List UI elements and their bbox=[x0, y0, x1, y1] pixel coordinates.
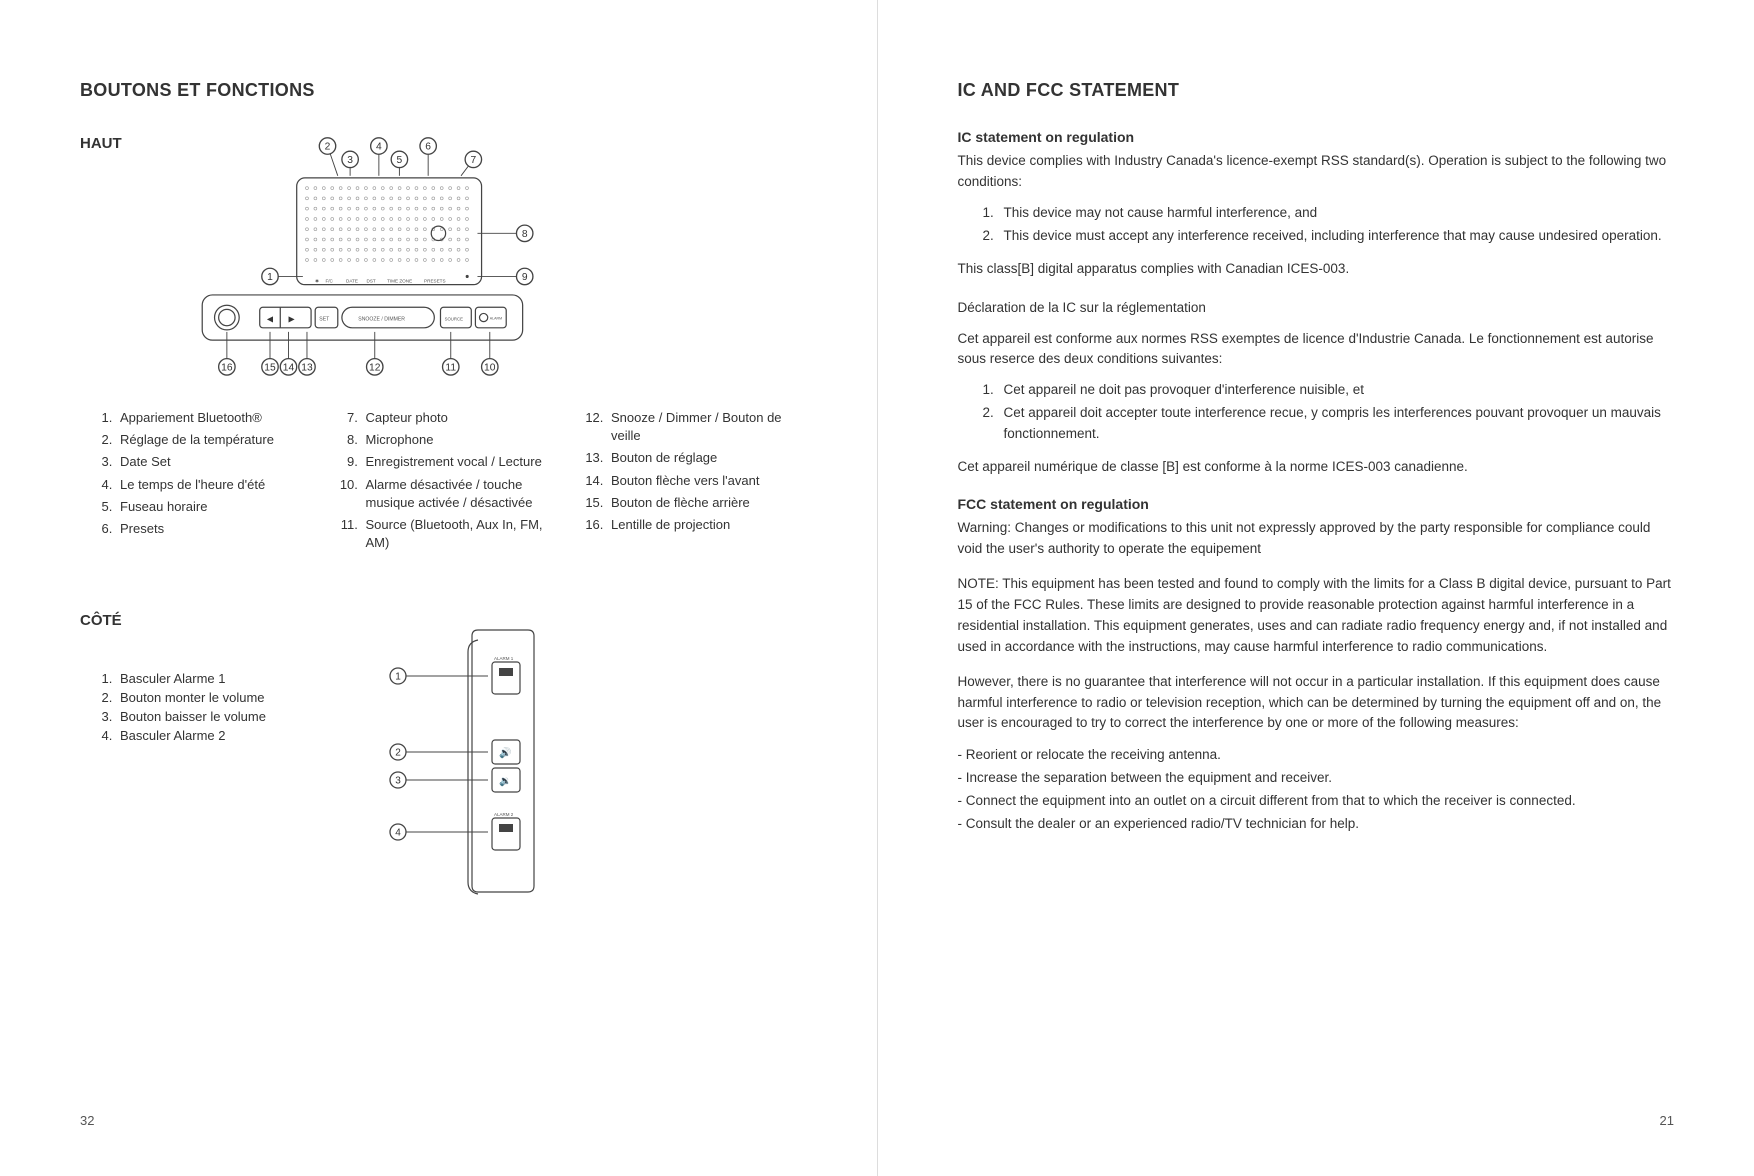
svg-text:TIME ZONE: TIME ZONE bbox=[387, 279, 412, 284]
ic-fr-conditions: Cet appareil ne doit pas provoquer d'int… bbox=[958, 380, 1675, 445]
list-item: Snooze / Dimmer / Bouton de veille bbox=[607, 409, 797, 445]
ic-en-intro: This device complies with Industry Canad… bbox=[958, 151, 1675, 193]
left-title: BOUTONS ET FONCTIONS bbox=[80, 80, 797, 101]
list-item: Bouton baisser le volume bbox=[116, 709, 340, 724]
svg-text:◀: ◀ bbox=[267, 315, 274, 324]
list-item: Cet appareil doit accepter toute interfe… bbox=[998, 403, 1675, 445]
side-diagram: ALARM 1 🔊 🔉 ALARM 2 1 2 3 4 bbox=[368, 612, 568, 912]
list-item: Basculer Alarme 1 bbox=[116, 671, 340, 686]
svg-text:5: 5 bbox=[397, 155, 403, 166]
list-item: Réglage de la température bbox=[116, 431, 306, 449]
list-item: Basculer Alarme 2 bbox=[116, 728, 340, 743]
svg-text:15: 15 bbox=[264, 362, 276, 373]
svg-text:ALARM 2: ALARM 2 bbox=[494, 812, 514, 817]
fcc-measures: - Reorient or relocate the receiving ant… bbox=[958, 744, 1675, 836]
measure-line: - Consult the dealer or an experienced r… bbox=[958, 813, 1675, 836]
fcc-however: However, there is no guarantee that inte… bbox=[958, 672, 1675, 735]
legend-col-2: Capteur photo Microphone Enregistrement vo… bbox=[326, 409, 552, 556]
top-diagram: F/C DATE DST TIME ZONE PRESETS ✱ bbox=[194, 129, 574, 389]
list-item: Alarme désactivée / touche musique activ… bbox=[362, 476, 552, 512]
svg-text:F/C: F/C bbox=[325, 279, 333, 284]
list-item: Source (Bluetooth, Aux In, FM, AM) bbox=[362, 516, 552, 552]
legend-col-1: Appariement Bluetooth® Réglage de la temp… bbox=[80, 409, 306, 556]
page-right: IC AND FCC STATEMENT IC statement on reg… bbox=[878, 0, 1754, 1176]
ic-fr-intro: Cet appareil est conforme aux normes RSS… bbox=[958, 329, 1675, 371]
list-item: Bouton flèche vers l'avant bbox=[607, 472, 797, 490]
list-item: Fuseau horaire bbox=[116, 498, 306, 516]
list-item: Capteur photo bbox=[362, 409, 552, 427]
list-item: Lentille de projection bbox=[607, 516, 797, 534]
list-item: Cet appareil ne doit pas provoquer d'int… bbox=[998, 380, 1675, 401]
svg-text:2: 2 bbox=[395, 748, 401, 759]
svg-text:2: 2 bbox=[325, 142, 331, 153]
haut-label: HAUT bbox=[80, 129, 170, 389]
svg-text:10: 10 bbox=[484, 362, 496, 373]
measure-line: - Reorient or relocate the receiving ant… bbox=[958, 744, 1675, 767]
list-item: This device may not cause harmful interf… bbox=[998, 203, 1675, 224]
right-title: IC AND FCC STATEMENT bbox=[958, 80, 1675, 101]
top-legend: Appariement Bluetooth® Réglage de la temp… bbox=[80, 409, 797, 556]
fcc-warning: Warning: Changes or modifications to thi… bbox=[958, 518, 1675, 560]
ic-en-heading: IC statement on regulation bbox=[958, 129, 1675, 145]
svg-text:12: 12 bbox=[369, 362, 381, 373]
svg-text:🔉: 🔉 bbox=[499, 776, 511, 787]
cote-section: CÔTÉ Basculer Alarme 1 Bouton monter le v… bbox=[80, 612, 797, 912]
ic-fr-class: Cet appareil numérique de classe [B] est… bbox=[958, 457, 1675, 478]
list-item: Bouton de réglage bbox=[607, 449, 797, 467]
svg-text:8: 8 bbox=[522, 229, 528, 240]
page-left: BOUTONS ET FONCTIONS HAUT bbox=[0, 0, 878, 1176]
svg-text:SET: SET bbox=[319, 317, 330, 323]
svg-text:🔊: 🔊 bbox=[499, 746, 511, 759]
svg-text:16: 16 bbox=[221, 362, 233, 373]
svg-text:DST: DST bbox=[367, 279, 376, 284]
list-item: Le temps de l'heure d'été bbox=[116, 476, 306, 494]
list-item: Microphone bbox=[362, 431, 552, 449]
ic-en-class: This class[B] digital apparatus complies… bbox=[958, 259, 1675, 280]
svg-text:7: 7 bbox=[470, 155, 476, 166]
document-spread: BOUTONS ET FONCTIONS HAUT bbox=[0, 0, 1754, 1176]
svg-text:11: 11 bbox=[445, 362, 456, 373]
list-item: Bouton de flèche arrière bbox=[607, 494, 797, 512]
svg-text:PRESETS: PRESETS bbox=[424, 279, 446, 284]
fcc-heading: FCC statement on regulation bbox=[958, 496, 1675, 512]
svg-text:14: 14 bbox=[283, 362, 295, 373]
legend-col-3: Snooze / Dimmer / Bouton de veille Bouton… bbox=[571, 409, 797, 556]
list-item: Date Set bbox=[116, 453, 306, 471]
svg-text:9: 9 bbox=[522, 272, 528, 283]
svg-text:DATE: DATE bbox=[346, 279, 358, 284]
svg-text:3: 3 bbox=[395, 776, 401, 787]
measure-line: - Increase the separation between the eq… bbox=[958, 767, 1675, 790]
page-number-right: 21 bbox=[1660, 1113, 1674, 1128]
svg-text:ALARM: ALARM bbox=[490, 317, 502, 321]
list-item: Presets bbox=[116, 520, 306, 538]
svg-text:SOURCE: SOURCE bbox=[445, 317, 464, 322]
page-number-left: 32 bbox=[80, 1113, 94, 1128]
list-item: This device must accept any interference… bbox=[998, 226, 1675, 247]
svg-text:✱: ✱ bbox=[315, 279, 319, 284]
measure-line: - Connect the equipment into an outlet o… bbox=[958, 790, 1675, 813]
list-item: Bouton monter le volume bbox=[116, 690, 340, 705]
svg-text:4: 4 bbox=[376, 142, 382, 153]
svg-text:1: 1 bbox=[267, 272, 273, 283]
cote-label: CÔTÉ bbox=[80, 612, 340, 629]
svg-text:6: 6 bbox=[425, 142, 431, 153]
svg-text:ALARM 1: ALARM 1 bbox=[494, 656, 514, 661]
svg-text:1: 1 bbox=[395, 672, 401, 683]
svg-text:SNOOZE / DIMMER: SNOOZE / DIMMER bbox=[358, 317, 405, 323]
svg-text:▶: ▶ bbox=[288, 315, 295, 324]
ic-en-conditions: This device may not cause harmful interf… bbox=[958, 203, 1675, 247]
list-item: Enregistrement vocal / Lecture bbox=[362, 453, 552, 471]
cote-legend: CÔTÉ Basculer Alarme 1 Bouton monter le v… bbox=[80, 612, 340, 747]
ic-fr-heading: Déclaration de la IC sur la réglementati… bbox=[958, 298, 1675, 319]
svg-text:4: 4 bbox=[395, 828, 401, 839]
list-item: Appariement Bluetooth® bbox=[116, 409, 306, 427]
svg-text:13: 13 bbox=[301, 362, 313, 373]
haut-section: HAUT bbox=[80, 129, 797, 389]
fcc-note: NOTE: This equipment has been tested and… bbox=[958, 574, 1675, 658]
svg-text:3: 3 bbox=[347, 155, 353, 166]
